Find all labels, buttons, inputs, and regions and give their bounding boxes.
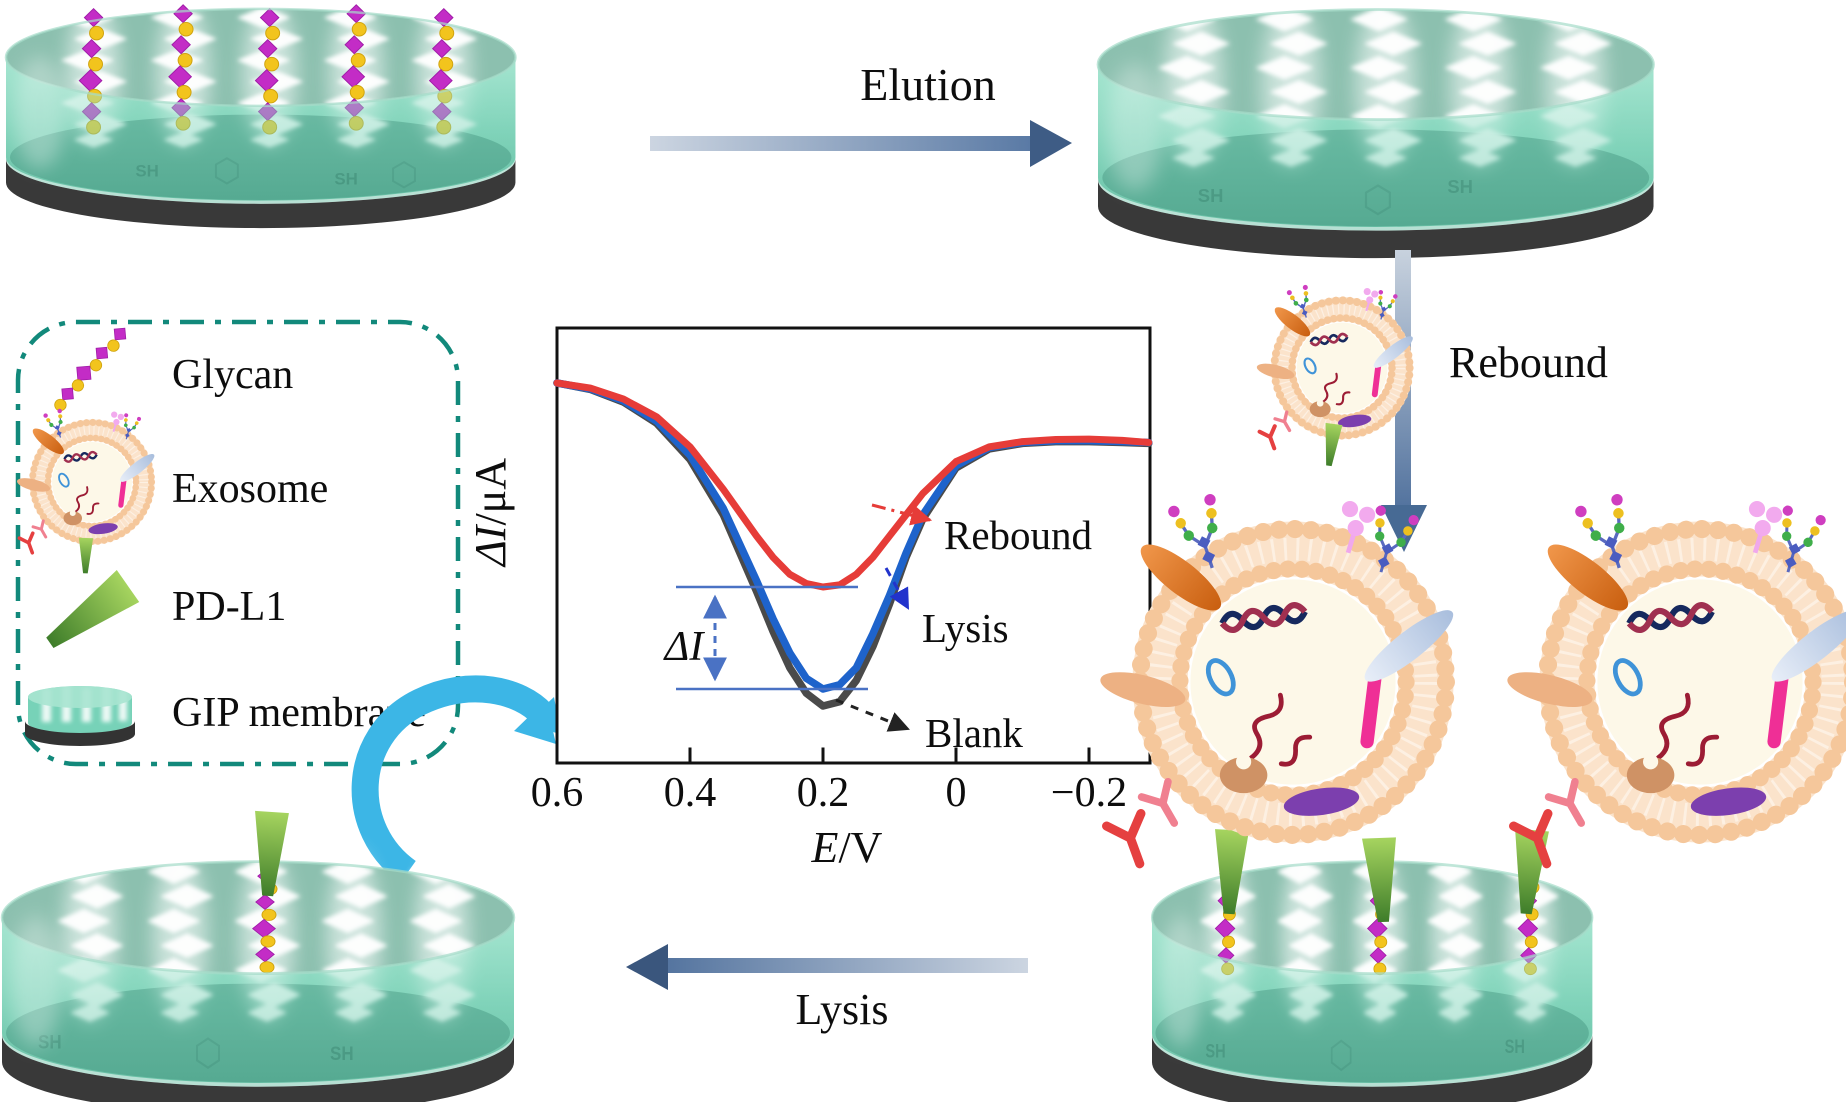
pdl1-wedge <box>77 537 94 574</box>
curve-rebound <box>553 379 1153 591</box>
pdl1-icon <box>37 569 140 658</box>
x-tick-label: 0.2 <box>797 770 850 816</box>
rebound-callout-label: Rebound <box>944 512 1092 558</box>
chart-plot-area <box>555 326 1152 765</box>
legend-border <box>15 319 461 767</box>
exosome-icon <box>16 408 158 555</box>
lysis-label: Lysis <box>796 985 889 1034</box>
delta-i-label: ΔI <box>663 624 706 670</box>
gip-membrane-icon <box>25 686 135 746</box>
legend-label: Exosome <box>172 466 328 512</box>
legend: Glycan Exosome PD-L1 GIP membrane <box>15 319 461 767</box>
glycan-icon <box>47 320 132 416</box>
disk-after-lysis: SH SH <box>2 852 514 1102</box>
disk-eluted: SH SH <box>1098 0 1654 258</box>
x-tick-label: 0 <box>946 770 967 816</box>
x-axis-ticks: 0.6 0.4 0.2 0 −0.2 <box>531 747 1127 816</box>
elution-arrow <box>650 120 1072 167</box>
exosome-large-left <box>1097 493 1461 870</box>
x-axis-label: E/V <box>811 823 883 872</box>
x-tick-label: 0.6 <box>531 770 584 816</box>
curve-callouts: Rebound Lysis Blank <box>835 503 1092 756</box>
cycle-arrow <box>351 675 561 884</box>
elution-label: Elution <box>860 59 995 110</box>
arrowhead-icon <box>1030 120 1072 167</box>
arrowhead-icon <box>626 944 668 990</box>
y-axis-label: ΔI/μA <box>466 458 515 568</box>
dpv-chart: ΔI Rebound Lysis Blank 0.6 0.4 0.2 0 −0.2 ΔI… <box>466 326 1153 872</box>
legend-item-exosome: Exosome <box>16 408 328 574</box>
lysis-callout-label: Lysis <box>922 605 1009 651</box>
exosome-large-right <box>1504 493 1846 870</box>
chart-curves <box>553 379 1153 710</box>
exosome-small <box>1255 284 1416 467</box>
legend-item-pdl1: PD-L1 <box>37 569 286 658</box>
legend-item-glycan: Glycan <box>47 320 293 416</box>
delta-i-annotation: ΔI <box>663 585 868 691</box>
x-tick-label: −0.2 <box>1051 770 1127 816</box>
blank-callout-label: Blank <box>925 710 1023 756</box>
disk-glycan-template: SH SH <box>6 0 515 228</box>
lysis-arrow <box>626 944 1028 990</box>
disk-with-exosomes: SH SH <box>1152 852 1592 1102</box>
legend-item-gip-membrane: GIP membrane <box>25 686 426 746</box>
rebound-flow-label: Rebound <box>1449 338 1608 387</box>
x-tick-label: 0.4 <box>664 770 717 816</box>
legend-label: PD-L1 <box>172 584 286 630</box>
legend-label: Glycan <box>172 352 293 398</box>
